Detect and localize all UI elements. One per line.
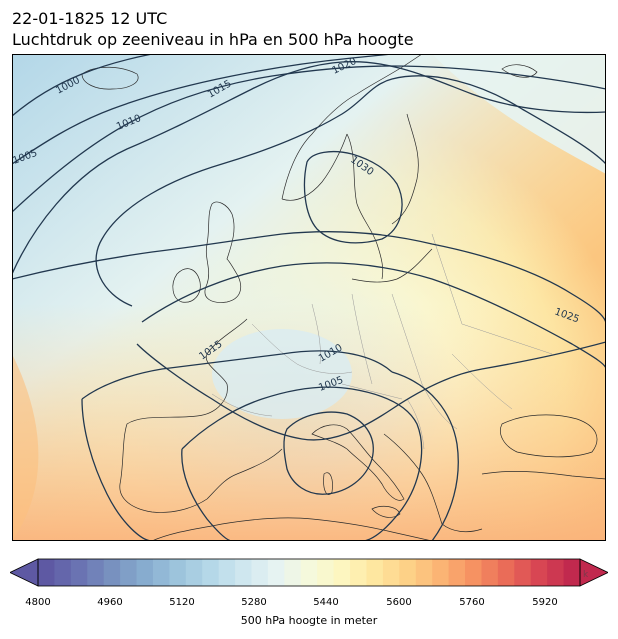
- colorbar-segment: [366, 559, 384, 586]
- colorbar-segment: [448, 559, 466, 586]
- border-6: [461, 323, 553, 355]
- border-7: [341, 383, 403, 400]
- colorbar-corner-text: k: [583, 570, 589, 580]
- isobar-1025: [12, 231, 606, 325]
- colorbar-tick-3: 5280: [241, 597, 267, 608]
- isobar-1030: [303, 151, 403, 244]
- isobar-1005-inner: [283, 411, 374, 495]
- colorbar-tick-0: 4800: [25, 597, 51, 608]
- coast-iceland: [81, 66, 139, 90]
- border-8: [406, 398, 425, 450]
- colorbar-segment: [235, 559, 253, 586]
- isobar-1015-south: [136, 341, 606, 441]
- colorbar-segment: [547, 559, 565, 586]
- coast-baltic: [351, 248, 433, 283]
- coast-svalbard-region: [501, 64, 538, 78]
- border-2: [311, 303, 321, 365]
- colorbar-segment: [382, 559, 400, 586]
- border-1: [251, 323, 353, 374]
- colorbar-segment: [202, 559, 220, 586]
- country-borders: [211, 233, 553, 450]
- height-field-ne-band: [432, 54, 606, 174]
- colorbar-segment: [38, 559, 56, 586]
- colorbar-segment: [70, 559, 88, 586]
- colorbar-segments: [38, 559, 581, 586]
- coast-balkans: [383, 433, 483, 533]
- isobar-1010-south: [81, 371, 459, 541]
- isobar-1005-south: [181, 386, 423, 541]
- colorbar-segment: [415, 559, 433, 586]
- colorbar-segment: [514, 559, 532, 586]
- colorbar-segment: [317, 559, 335, 586]
- colorbar-segment: [497, 559, 515, 586]
- colorbar-segment: [218, 559, 236, 586]
- colorbar-tick-7: 5920: [532, 597, 558, 608]
- colorbar-segment: [169, 559, 187, 586]
- colorbar-segment: [152, 559, 170, 586]
- colorbar-segment: [87, 559, 105, 586]
- map-frame: [12, 54, 606, 541]
- coast-black-sea: [500, 414, 598, 458]
- colorbar-tick-4: 5440: [313, 597, 339, 608]
- colorbar-segment: [563, 559, 581, 586]
- colorbar-tick-2: 5120: [169, 597, 195, 608]
- map-title: Luchtdruk op zeeniveau in hPa en 500 hPa…: [12, 30, 414, 49]
- pressure-height-map: 1000 1005 1010 1015 1020 1025 1030 1005 …: [12, 54, 606, 541]
- coast-ireland: [172, 268, 201, 303]
- colorbar-tick-5: 5600: [386, 597, 412, 608]
- colorbar-segment: [350, 559, 368, 586]
- colorbar-segment: [185, 559, 203, 586]
- colorbar-segment: [54, 559, 72, 586]
- isobar-1000: [12, 54, 153, 117]
- coast-scandinavia: [281, 54, 423, 200]
- border-3: [351, 293, 373, 385]
- colorbar-label: 500 hPa hoogte in meter: [240, 614, 378, 627]
- coast-sardinia: [323, 472, 333, 496]
- coast-norway-west: [281, 133, 348, 201]
- coast-north-africa: [151, 517, 433, 541]
- map-datetime: 22-01-1825 12 UTC: [12, 9, 168, 28]
- isobar-1010-north: [12, 65, 606, 213]
- coast-finland: [391, 113, 419, 225]
- border-5: [431, 233, 463, 325]
- colorbar-segment: [333, 559, 351, 586]
- colorbar-segment: [284, 559, 302, 586]
- colorbar-segment: [136, 559, 154, 586]
- coast-great-britain: [204, 201, 241, 303]
- colorbar-extend-left: [10, 558, 39, 587]
- border-10: [451, 353, 513, 410]
- colorbar-frame: [37, 558, 581, 587]
- isobar-1020: [95, 75, 606, 307]
- coast-italy: [311, 424, 405, 501]
- border-9: [211, 393, 273, 417]
- colorbar-segment: [465, 559, 483, 586]
- colorbar-tick-1: 4960: [97, 597, 123, 608]
- coast-sicily: [371, 505, 401, 518]
- isobar-1010-loop: [81, 350, 393, 400]
- isobar-1025-inner: [141, 262, 606, 370]
- colorbar-segment: [120, 559, 138, 586]
- coast-france-iberia: [119, 318, 283, 513]
- isobars: [12, 54, 606, 541]
- height-field-west-band: [12, 354, 39, 541]
- colorbar-segment: [399, 559, 417, 586]
- colorbar: k: [10, 558, 608, 587]
- colorbar-segment: [103, 559, 121, 586]
- colorbar-segment: [432, 559, 450, 586]
- isobar-1015: [12, 61, 606, 275]
- colorbar-segment: [300, 559, 318, 586]
- colorbar-tick-6: 5760: [459, 597, 485, 608]
- colorbar-segment: [530, 559, 548, 586]
- colorbar-segment: [251, 559, 269, 586]
- coast-sweden: [346, 133, 384, 280]
- coast-turkey: [481, 471, 606, 480]
- colorbar-segment: [481, 559, 499, 586]
- isobar-1005-north: [12, 54, 393, 165]
- colorbar-segment: [267, 559, 285, 586]
- border-4: [391, 293, 458, 430]
- coastlines: [81, 54, 606, 541]
